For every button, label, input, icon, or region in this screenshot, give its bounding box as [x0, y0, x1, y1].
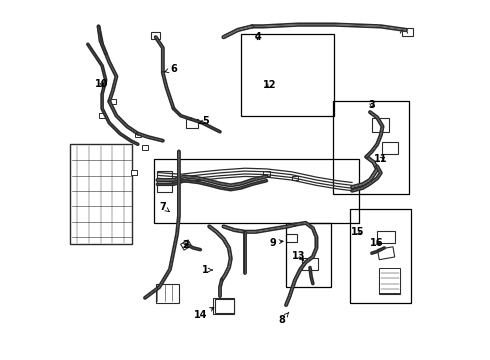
FancyBboxPatch shape [181, 240, 192, 250]
Text: 7: 7 [159, 202, 170, 212]
Text: 5: 5 [199, 116, 209, 126]
Text: 13: 13 [292, 251, 305, 261]
Bar [110, 99, 116, 104]
Text: 1: 1 [201, 265, 213, 275]
Text: 3: 3 [368, 100, 375, 110]
Bar [242, 33, 334, 116]
FancyBboxPatch shape [215, 298, 234, 313]
Text: 6: 6 [165, 64, 177, 74]
Text: 4: 4 [254, 32, 261, 42]
FancyBboxPatch shape [377, 231, 395, 243]
Bar [142, 145, 148, 150]
FancyBboxPatch shape [286, 234, 296, 242]
FancyBboxPatch shape [379, 270, 400, 294]
Text: 2: 2 [183, 240, 190, 250]
FancyBboxPatch shape [402, 28, 413, 36]
FancyBboxPatch shape [213, 298, 234, 314]
Text: 15: 15 [351, 227, 364, 237]
FancyBboxPatch shape [156, 284, 179, 303]
Bar [154, 158, 359, 223]
Bar [292, 176, 298, 180]
FancyBboxPatch shape [372, 118, 390, 132]
FancyBboxPatch shape [302, 258, 318, 270]
Text: 14: 14 [194, 307, 214, 320]
Bar [99, 113, 105, 118]
FancyBboxPatch shape [377, 247, 395, 260]
Bar [333, 102, 409, 194]
Text: 10: 10 [96, 78, 109, 89]
Bar [131, 171, 138, 175]
FancyBboxPatch shape [186, 119, 198, 128]
Bar [263, 171, 270, 176]
Text: 12: 12 [263, 80, 277, 90]
FancyBboxPatch shape [70, 144, 132, 244]
FancyBboxPatch shape [382, 142, 397, 154]
FancyBboxPatch shape [379, 267, 400, 293]
Text: 9: 9 [270, 238, 283, 248]
FancyBboxPatch shape [151, 32, 160, 39]
Text: 11: 11 [374, 154, 388, 164]
Bar [135, 133, 141, 138]
Text: 16: 16 [370, 238, 384, 248]
Bar [286, 223, 331, 287]
Text: 8: 8 [278, 312, 289, 325]
FancyBboxPatch shape [157, 171, 172, 192]
Bar [350, 208, 411, 303]
